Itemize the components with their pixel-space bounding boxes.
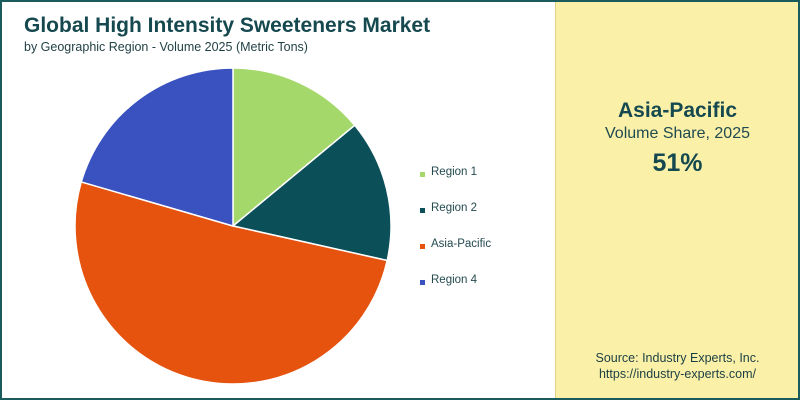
legend-item-region-1[interactable]: Region 1 [420, 166, 491, 202]
legend-item-region-2[interactable]: Region 2 [420, 202, 491, 238]
legend-label: Region 2 [431, 202, 478, 214]
pie-slice-region-1[interactable] [232, 67, 356, 228]
legend-label: Region 4 [431, 274, 478, 286]
legend-item-region-4[interactable]: Region 4 [420, 274, 491, 310]
legend-label: Region 1 [431, 166, 478, 178]
highlight-block: Asia-Pacific Volume Share, 2025 51% [556, 98, 798, 180]
pie-slice-region-2[interactable] [231, 124, 392, 262]
chart-panel: Global High Intensity Sweeteners Market … [2, 2, 555, 398]
legend-swatch [420, 244, 425, 249]
chart-legend: Region 1 Region 2 Asia-Pacific Region 4 [420, 166, 491, 310]
legend-swatch [420, 172, 425, 177]
legend-swatch [420, 280, 425, 285]
source-note: Source: Industry Experts, Inc. https://i… [556, 350, 798, 382]
pie-chart [74, 67, 392, 385]
highlight-value: 51% [652, 149, 703, 177]
source-url[interactable]: https://industry-experts.com/ [598, 367, 756, 381]
legend-item-asia-pacific[interactable]: Asia-Pacific [420, 238, 491, 274]
chart-title: Global High Intensity Sweeteners Market [24, 14, 431, 37]
highlight-metric: Volume Share, 2025 [605, 125, 750, 142]
legend-swatch [420, 208, 425, 213]
pie-slice-region-4[interactable] [80, 67, 234, 227]
source-text: Source: Industry Experts, Inc. [595, 351, 760, 365]
highlight-panel: Asia-Pacific Volume Share, 2025 51% Sour… [555, 2, 798, 398]
chart-subtitle: by Geographic Region - Volume 2025 (Metr… [24, 40, 308, 54]
pie-slice-asia-pacific[interactable] [74, 180, 389, 385]
legend-label: Asia-Pacific [431, 238, 492, 250]
highlight-region: Asia-Pacific [617, 99, 738, 122]
